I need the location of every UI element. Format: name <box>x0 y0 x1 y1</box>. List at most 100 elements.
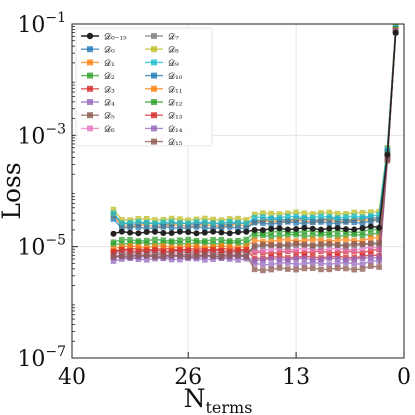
legend-marker <box>87 85 93 92</box>
legend-marker <box>151 85 157 92</box>
data-point <box>301 245 308 252</box>
data-point <box>276 249 283 255</box>
data-point <box>177 252 183 259</box>
data-point <box>251 214 258 221</box>
legend-marker <box>151 138 157 145</box>
data-point <box>368 213 374 219</box>
data-point <box>334 228 341 234</box>
data-point <box>177 256 183 263</box>
data-point <box>235 229 241 236</box>
data-point <box>193 243 200 250</box>
data-point <box>343 219 349 225</box>
legend-marker <box>151 46 157 53</box>
x-axis-label-subscript: terms <box>205 398 252 415</box>
data-point <box>243 225 250 231</box>
data-point <box>318 219 324 225</box>
data-point <box>276 233 283 239</box>
data-point <box>285 213 291 220</box>
data-point <box>293 266 299 273</box>
data-point <box>260 214 266 220</box>
data-point <box>119 243 125 250</box>
data-point <box>210 244 216 250</box>
legend-marker <box>87 46 93 53</box>
data-point <box>359 266 366 272</box>
data-point <box>326 232 333 238</box>
data-point <box>326 249 333 256</box>
data-point <box>177 225 183 232</box>
data-point <box>285 260 291 266</box>
data-point <box>368 218 374 224</box>
data-point <box>226 238 233 244</box>
legend-entry: 𝒟₁₂ <box>145 99 183 109</box>
data-point <box>285 256 291 263</box>
data-point <box>143 247 150 253</box>
data-point <box>260 220 266 226</box>
data-point <box>110 245 117 252</box>
data-point <box>260 230 266 237</box>
legend-entry: 𝒟₀₋₁₅ <box>81 33 127 43</box>
data-point <box>218 224 225 230</box>
data-point <box>210 246 216 253</box>
data-point <box>110 216 117 222</box>
data-point <box>334 255 341 262</box>
data-point <box>293 209 299 216</box>
plot-frame <box>71 23 405 359</box>
data-point <box>210 228 217 235</box>
data-point <box>110 206 117 213</box>
data-point <box>276 211 283 217</box>
data-point <box>268 233 274 240</box>
data-point <box>210 253 216 259</box>
data-point <box>251 219 258 226</box>
data-point <box>351 237 357 244</box>
data-point <box>276 225 283 232</box>
data-point <box>226 252 233 259</box>
data-point <box>392 29 399 36</box>
legend-label: 𝒟₂ <box>104 72 115 82</box>
data-point <box>202 219 208 225</box>
legend-marker <box>87 112 93 119</box>
x-tick-label: 13 <box>282 365 310 390</box>
data-point <box>202 215 208 222</box>
tick-layer: 10−710−510−310−140 26 13 0 <box>17 10 411 390</box>
legend-marker <box>86 32 94 40</box>
data-point <box>168 215 175 222</box>
data-point <box>135 248 142 255</box>
data-point <box>243 228 250 235</box>
data-point <box>168 248 175 254</box>
data-point <box>301 241 308 248</box>
data-point <box>334 215 341 221</box>
data-point <box>351 229 357 236</box>
data-point <box>127 224 133 230</box>
data-point <box>326 217 333 223</box>
data-point <box>202 238 208 244</box>
data-point <box>118 228 125 235</box>
y-tick-label: 10−1 <box>17 10 66 38</box>
x-axis-label-main: N <box>184 384 206 413</box>
data-point <box>251 247 258 254</box>
data-point <box>243 217 250 223</box>
data-point <box>301 260 308 267</box>
legend-entry: 𝒟₁₅ <box>145 138 183 148</box>
data-point <box>260 256 266 263</box>
data-point <box>193 248 200 255</box>
data-point <box>260 241 266 248</box>
data-point <box>243 247 250 253</box>
legend-label: 𝒟₁₀ <box>168 72 183 82</box>
data-point <box>368 235 374 241</box>
data-point <box>143 252 150 259</box>
data-point <box>235 237 241 244</box>
data-point <box>127 237 133 243</box>
data-point <box>185 229 192 236</box>
data-point <box>276 256 283 263</box>
data-point <box>285 266 291 272</box>
data-point <box>193 237 200 244</box>
legend-marker <box>151 125 157 132</box>
data-point <box>309 256 316 263</box>
data-point <box>251 233 258 239</box>
y-tick-exponent: −1 <box>45 10 66 26</box>
data-point <box>110 230 117 237</box>
legend-entry: 𝒟₁₀ <box>145 72 183 82</box>
data-point <box>160 237 167 244</box>
y-tick-base: 10 <box>17 13 45 38</box>
data-point <box>301 224 308 231</box>
